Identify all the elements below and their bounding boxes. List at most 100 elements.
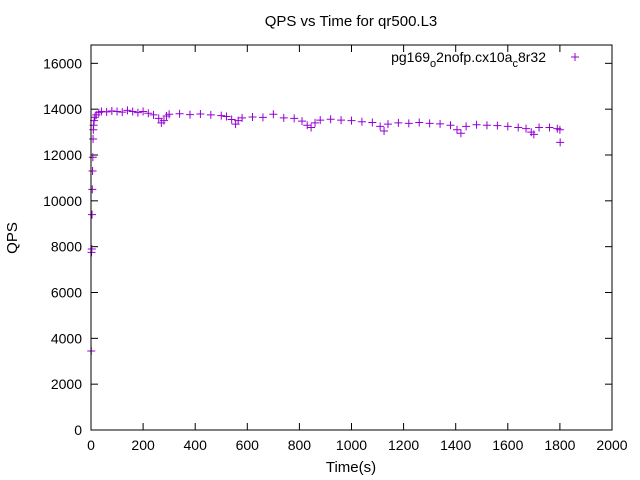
data-point (545, 123, 554, 132)
data-point (376, 122, 385, 131)
legend: pg169o2nofp.cx10ac8r32 (391, 49, 579, 70)
data-point (88, 153, 97, 162)
data-point (456, 129, 465, 138)
data-point (196, 109, 205, 118)
x-tick-label: 200 (131, 437, 155, 453)
y-tick-label: 10000 (43, 193, 82, 209)
data-point (139, 107, 148, 116)
x-tick-label: 2000 (596, 437, 627, 453)
data-point (118, 108, 127, 117)
data-point (88, 210, 97, 219)
data-point (88, 185, 97, 194)
data-point (159, 116, 168, 125)
data-point (503, 122, 512, 131)
data-point (555, 125, 564, 134)
legend-label-base: pg169 (391, 49, 430, 65)
x-tick-label: 400 (184, 437, 208, 453)
data-point (453, 125, 462, 134)
data-point (357, 117, 366, 126)
data-point (102, 107, 111, 116)
y-axis-ticks: 0 2000 4000 6000 8000 10000 12000 14000 16000 (43, 55, 612, 438)
data-point (472, 120, 481, 129)
data-point (222, 112, 231, 121)
data-point (415, 118, 424, 127)
data-point (290, 114, 299, 123)
y-axis-label: QPS (4, 222, 21, 254)
data-point (383, 120, 392, 129)
legend-marker-plus (571, 53, 579, 61)
data-point (258, 113, 267, 122)
x-tick-label: 1000 (336, 437, 367, 453)
legend-label-sub1: o (430, 58, 436, 70)
data-point (307, 123, 316, 132)
data-point (133, 108, 142, 117)
data-point (394, 118, 403, 127)
data-point (279, 113, 288, 122)
y-tick-label: 12000 (43, 147, 82, 163)
data-point (269, 110, 278, 119)
y-tick-label: 2000 (51, 376, 82, 392)
data-point (482, 121, 491, 130)
data-point (144, 109, 153, 118)
data-point (248, 112, 257, 121)
data-point (175, 109, 184, 118)
x-tick-label: 1800 (544, 437, 575, 453)
data-point (436, 119, 445, 128)
data-point (425, 119, 434, 128)
data-point (123, 106, 132, 115)
data-point (149, 110, 158, 119)
legend-marker (571, 53, 579, 61)
data-point (165, 110, 174, 119)
data-point (185, 110, 194, 119)
data-point (529, 130, 538, 139)
data-point (535, 123, 544, 132)
y-tick-label: 8000 (51, 239, 82, 255)
data-point (316, 116, 325, 125)
legend-label: pg169o2nofp.cx10ac8r32 (391, 49, 546, 70)
x-tick-label: 1400 (440, 437, 471, 453)
data-point (217, 111, 226, 120)
legend-label-tail: 8r32 (518, 49, 546, 65)
x-axis-ticks: 0 200 400 600 800 1000 1200 1400 1600 1800 2000 (87, 45, 628, 453)
x-axis-label: Time(s) (326, 459, 376, 476)
legend-label-mid: 2nofp.cx10a (436, 49, 512, 65)
plot-frame (90, 44, 613, 431)
data-point (298, 117, 307, 126)
series-points (87, 106, 565, 355)
data-point (87, 244, 96, 253)
data-point (446, 121, 455, 130)
data-point (556, 138, 565, 147)
data-point (337, 116, 346, 125)
data-point (347, 116, 356, 125)
data-point (368, 118, 377, 127)
data-point (514, 123, 523, 132)
data-point (89, 134, 98, 143)
data-point (88, 167, 97, 176)
data-point (311, 118, 320, 127)
y-tick-label: 16000 (43, 55, 82, 71)
data-point (227, 115, 236, 124)
data-point (113, 107, 122, 116)
data-point (380, 126, 389, 135)
data-point (128, 107, 137, 116)
x-tick-label: 0 (87, 437, 95, 453)
data-point (238, 113, 247, 122)
x-tick-label: 800 (288, 437, 312, 453)
data-point (522, 124, 531, 133)
data-point (206, 110, 215, 119)
y-tick-label: 0 (74, 422, 82, 438)
x-tick-label: 1600 (492, 437, 523, 453)
y-tick-label: 14000 (43, 101, 82, 117)
data-point (326, 115, 335, 124)
y-tick-label: 6000 (51, 285, 82, 301)
x-tick-label: 600 (236, 437, 260, 453)
chart-title: QPS vs Time for qr500.L3 (265, 13, 438, 30)
legend-label-sub2: c (512, 58, 518, 70)
x-tick-label: 1200 (388, 437, 419, 453)
data-point (493, 121, 502, 130)
y-tick-label: 4000 (51, 330, 82, 346)
data-point (462, 122, 471, 131)
data-point (154, 114, 163, 123)
